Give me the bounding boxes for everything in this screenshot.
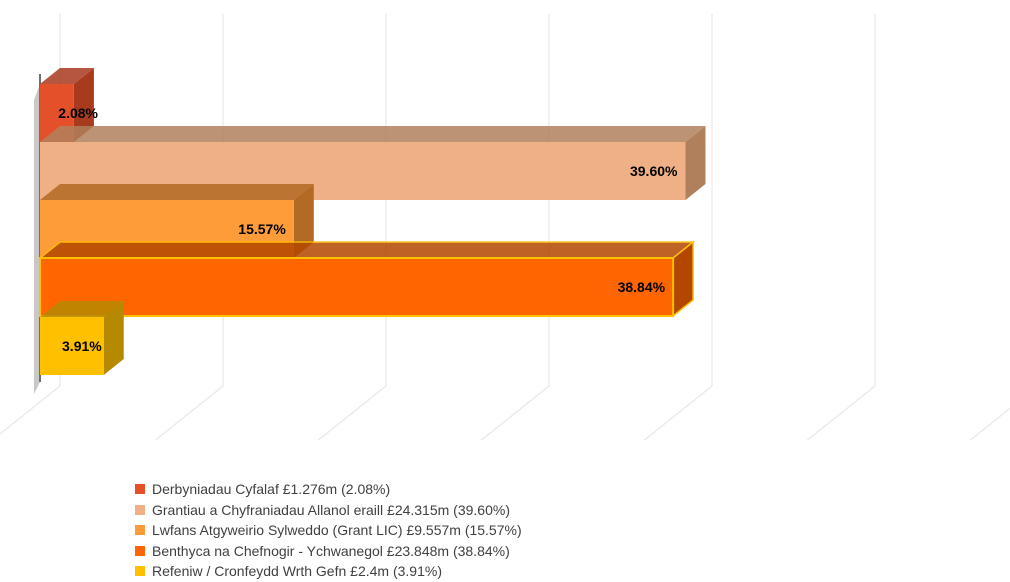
legend-entry: Benthyca na Chefnogir - Ychwanegol £23.8…	[135, 541, 522, 562]
gridline-floor	[0, 385, 61, 435]
bar-top	[40, 68, 94, 84]
bar-top	[40, 184, 314, 200]
legend-swatch	[135, 484, 145, 495]
data-label: 38.84%	[618, 279, 666, 295]
chart-svg: 0%10%20%30%40%50%60%2.08%39.60%15.57%38.…	[0, 14, 1010, 461]
bar-side	[293, 184, 314, 258]
legend-label: Benthyca na Chefnogir - Ychwanegol £23.8…	[152, 542, 510, 559]
data-label: 39.60%	[630, 163, 678, 179]
legend-swatch	[135, 566, 145, 577]
chart-legend: Derbyniadau Cyfalaf £1.276m (2.08%) Grant…	[135, 479, 522, 582]
bar	[40, 317, 104, 375]
wall-shadow	[34, 84, 40, 394]
bar-side	[103, 301, 124, 375]
legend-label: Derbyniadau Cyfalaf £1.276m (2.08%)	[152, 481, 391, 498]
legend-entry: Grantiau a Chyfraniadau Allanol eraill £…	[135, 500, 522, 521]
gridline-floor	[957, 407, 1010, 451]
legend-swatch	[135, 525, 145, 536]
legend-entry: Lwfans Atgyweirio Sylweddo (Grant LIC) £…	[135, 520, 522, 541]
bar-top	[37, 241, 696, 259]
bar-side	[685, 126, 706, 200]
legend-label: Grantiau a Chyfraniadau Allanol eraill £…	[152, 501, 510, 518]
legend-label: Lwfans Atgyweirio Sylweddo (Grant LIC) £…	[152, 522, 522, 539]
gridline-floor	[468, 385, 550, 451]
bar	[39, 257, 675, 317]
bar-chart: 0%10%20%30%40%50%60%2.08%39.60%15.57%38.…	[0, 14, 1010, 461]
data-label: 15.57%	[238, 221, 286, 237]
legend-entry: Refeniw / Cronfeydd Wrth Gefn £2.4m (3.9…	[135, 561, 522, 582]
gridline-floor	[631, 385, 713, 451]
legend-swatch	[135, 504, 145, 515]
legend-label: Refeniw / Cronfeydd Wrth Gefn £2.4m (3.9…	[152, 563, 442, 580]
gridline-floor	[305, 385, 387, 451]
bar-top	[40, 126, 706, 142]
legend-entry: Derbyniadau Cyfalaf £1.276m (2.08%)	[135, 479, 522, 500]
data-label: 3.91%	[62, 338, 102, 354]
gridline-floor	[794, 385, 876, 451]
legend-swatch	[135, 545, 145, 556]
bar-top	[40, 301, 124, 317]
data-label: 2.08%	[58, 105, 98, 121]
gridline-floor	[142, 385, 224, 451]
bar-side	[73, 68, 94, 142]
